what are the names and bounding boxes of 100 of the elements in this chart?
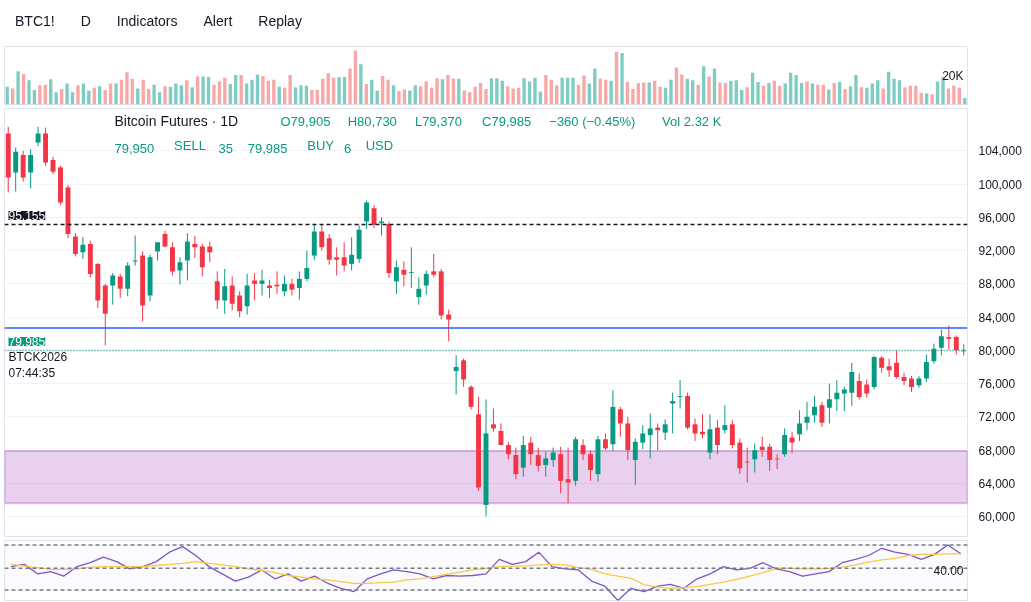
candlestick [423, 270, 429, 296]
annotation: 07:44:35 [8, 366, 56, 381]
bar [114, 83, 118, 105]
bar [609, 80, 613, 105]
chart-title: Bitcoin Futures · 1D [114, 112, 239, 129]
bar [560, 77, 564, 105]
bar [669, 79, 673, 105]
bar [696, 84, 700, 105]
annotation: O79,905 [280, 113, 331, 129]
bar [745, 87, 749, 105]
candlestick [431, 253, 437, 278]
y-tick-label: 96,000 [978, 210, 1016, 225]
bar [239, 74, 243, 105]
y-tick-label: 100,000 [978, 177, 1023, 192]
candlestick [446, 309, 452, 342]
candlestick [707, 413, 713, 460]
annotation: 79,950 [114, 140, 155, 156]
candlestick [319, 224, 325, 252]
candlestick [744, 447, 750, 483]
candlestick [401, 260, 407, 287]
bar [163, 86, 167, 105]
candlestick [550, 447, 556, 468]
annotation: 20K [942, 68, 964, 83]
bar [424, 81, 428, 105]
candlestick [714, 419, 720, 455]
ref-line-label: 95,155 [8, 208, 46, 223]
candlestick [946, 324, 952, 351]
candlestick [468, 384, 474, 410]
bar [582, 75, 586, 105]
candlestick [393, 260, 399, 295]
bar [952, 85, 956, 105]
bar [484, 88, 488, 105]
bar [359, 64, 363, 105]
bar [397, 91, 401, 105]
bar [680, 74, 684, 105]
y-tick-label: 92,000 [978, 244, 1016, 259]
bar [473, 86, 477, 105]
bar [865, 87, 869, 105]
bar [54, 92, 58, 105]
candlestick [632, 437, 638, 486]
bar [593, 68, 597, 105]
candlestick [341, 241, 347, 272]
candlestick [849, 362, 855, 407]
text: BTC1! [15, 13, 55, 29]
bar [76, 85, 80, 105]
candlestick [199, 243, 205, 277]
annotation: Vol 2.32 K [662, 113, 722, 129]
bar [201, 76, 205, 105]
candlestick [617, 406, 623, 438]
bar [310, 90, 314, 105]
candlestick [543, 451, 549, 478]
candlestick [461, 358, 467, 388]
y-tick-label: 68,000 [978, 443, 1016, 458]
annotation: BTCK2026 [8, 350, 68, 365]
bar [386, 79, 390, 105]
bar [707, 76, 711, 105]
bar [103, 90, 107, 105]
candlestick [797, 409, 802, 442]
candlestick [349, 236, 355, 272]
candlestick [677, 379, 683, 410]
candlestick [252, 272, 258, 301]
candlestick [782, 427, 788, 458]
candlestick [774, 453, 780, 470]
candlestick [326, 233, 332, 266]
candlestick [812, 395, 817, 424]
candlestick [13, 147, 19, 193]
candlestick [125, 261, 131, 297]
bar [272, 79, 276, 105]
candlestick [229, 275, 235, 311]
bar [125, 72, 129, 105]
candlestick [864, 378, 870, 399]
bar [914, 85, 918, 105]
candlestick [155, 241, 160, 262]
y-tick-label: 64,000 [978, 476, 1016, 491]
candlestick [729, 419, 735, 449]
candlestick [819, 401, 825, 428]
candlestick [901, 372, 907, 386]
bar [87, 90, 91, 105]
candlestick [923, 354, 929, 383]
y-tick-label: 80,000 [978, 343, 1016, 358]
candlestick [759, 436, 765, 458]
annotation: C79,985 [482, 113, 532, 129]
candlestick [640, 424, 646, 450]
candlestick [177, 256, 183, 286]
candlestick [565, 447, 571, 504]
annotation: SELL [174, 137, 206, 153]
annotation: 35 [218, 140, 233, 156]
text: D [80, 13, 91, 29]
bar [631, 88, 635, 105]
candlestick [886, 358, 892, 378]
candlestick [28, 148, 34, 189]
bar [843, 88, 847, 105]
bar [544, 74, 548, 105]
bar [435, 78, 439, 105]
candlestick [894, 349, 900, 380]
candlestick [110, 272, 116, 306]
bar [729, 80, 733, 105]
bar [65, 83, 69, 105]
bar [223, 77, 227, 105]
y-tick-label: 60,000 [978, 510, 1016, 525]
